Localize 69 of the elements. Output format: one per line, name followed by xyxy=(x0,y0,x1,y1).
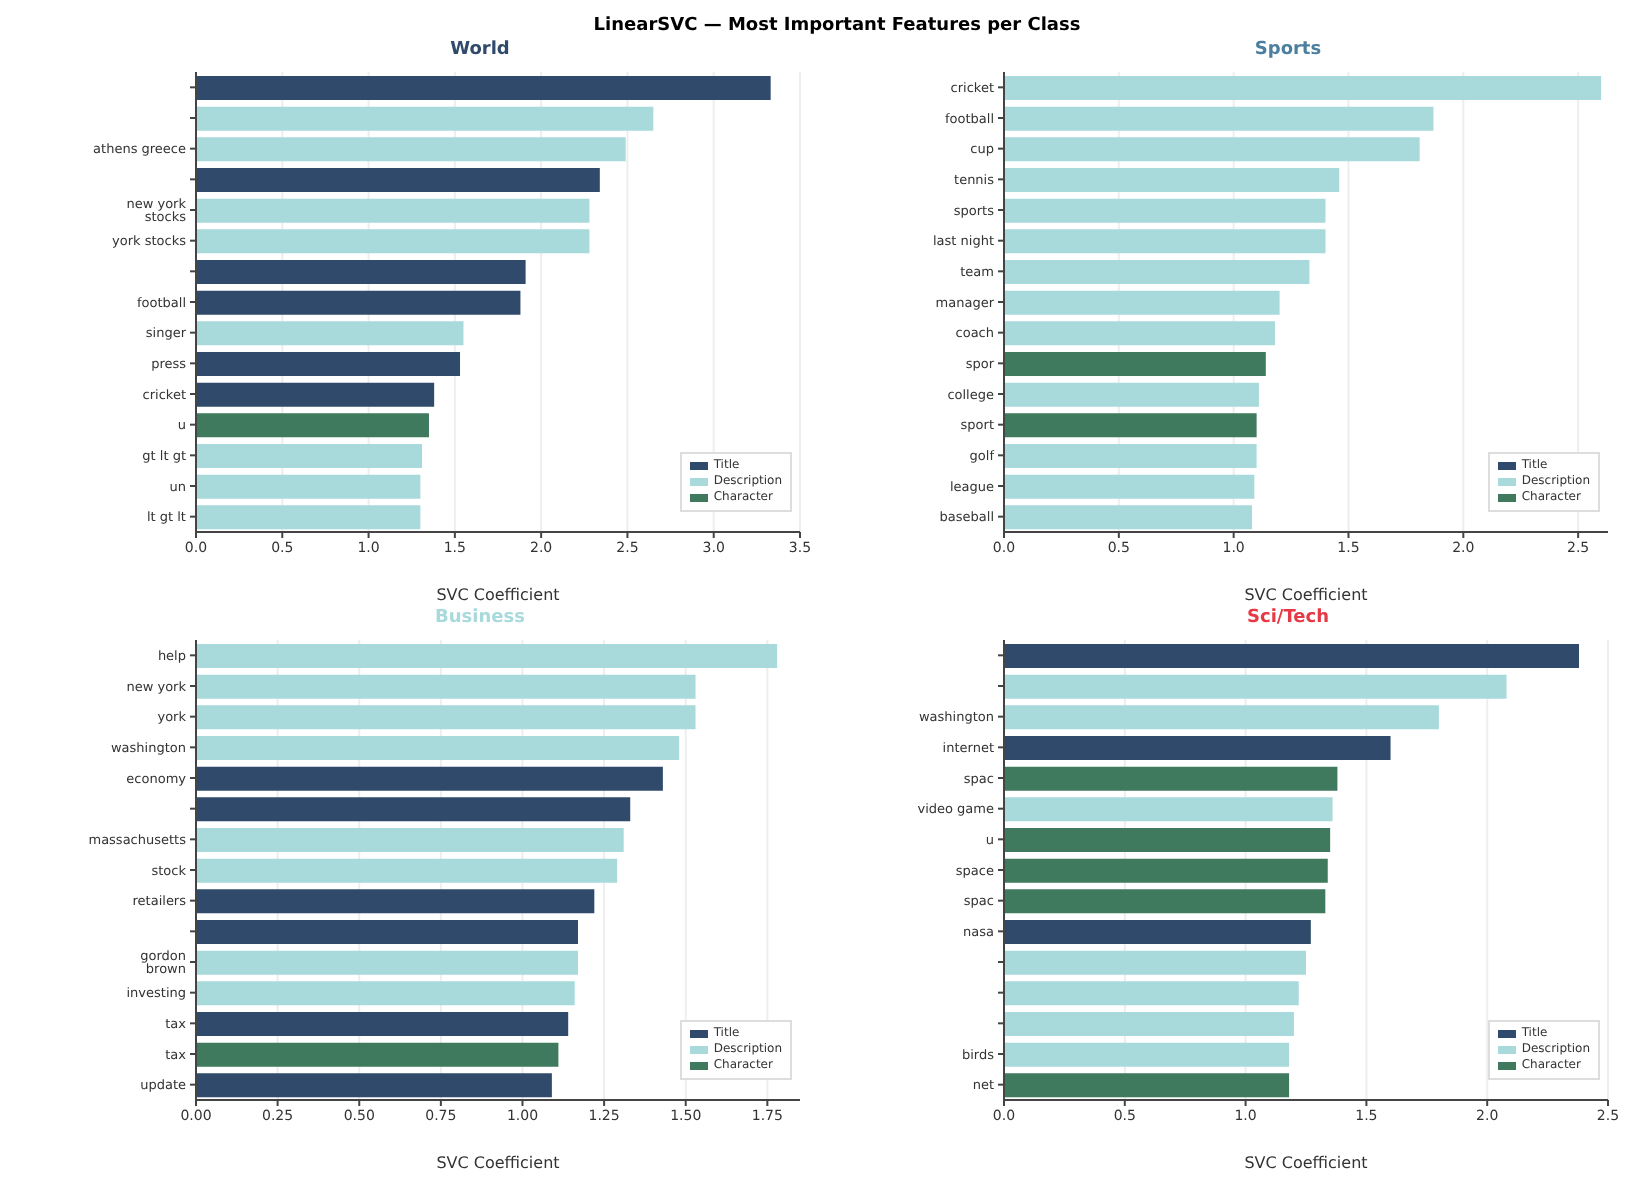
bar xyxy=(1004,382,1259,407)
bar xyxy=(196,106,654,131)
bar xyxy=(196,290,521,315)
bar xyxy=(196,1042,559,1067)
bar xyxy=(196,889,595,914)
bar xyxy=(1004,828,1331,852)
bar xyxy=(196,981,575,1006)
bar xyxy=(196,505,421,530)
bar xyxy=(196,1073,552,1098)
x-axis-title: SVC Coefficient xyxy=(436,1154,560,1172)
chart-title: Sports xyxy=(1252,40,1324,64)
bar xyxy=(196,260,526,284)
bar xyxy=(196,920,578,944)
bar xyxy=(196,474,421,499)
bar xyxy=(1004,920,1311,944)
bar xyxy=(196,168,600,192)
bar xyxy=(196,1012,569,1036)
bar xyxy=(1004,705,1439,730)
bar xyxy=(196,644,778,668)
bar xyxy=(1004,797,1333,822)
bar xyxy=(1004,644,1580,668)
bar xyxy=(1004,766,1338,791)
bar xyxy=(1004,858,1328,883)
bar xyxy=(196,198,590,223)
bar xyxy=(1004,137,1420,162)
bar xyxy=(196,321,464,346)
bar xyxy=(196,766,663,791)
bar xyxy=(1004,1073,1290,1098)
bar xyxy=(196,828,624,852)
bar xyxy=(196,229,590,254)
bar xyxy=(196,674,696,699)
bar xyxy=(1004,981,1299,1006)
bar xyxy=(1004,290,1280,315)
bar xyxy=(196,382,435,407)
bar xyxy=(1004,950,1306,975)
bar xyxy=(1004,889,1326,914)
bar xyxy=(1004,1042,1290,1067)
x-axis-title: SVC Coefficient xyxy=(1244,1154,1368,1172)
bar xyxy=(196,137,626,162)
bar xyxy=(1004,229,1326,254)
bar xyxy=(196,797,631,822)
bar xyxy=(1004,168,1340,192)
bar xyxy=(196,76,771,100)
bar xyxy=(196,413,429,438)
bar xyxy=(1004,444,1257,468)
text: LinearSVC — Most Important Features per Class xyxy=(591,16,1083,40)
bar xyxy=(1004,474,1255,499)
bar xyxy=(1004,106,1434,131)
chart-title: Business xyxy=(433,608,527,632)
x-axis-title: SVC Coefficient xyxy=(436,586,560,604)
bar xyxy=(1004,321,1275,346)
bar xyxy=(1004,352,1266,376)
bar xyxy=(1004,260,1310,284)
bar xyxy=(196,858,618,883)
bar xyxy=(1004,674,1507,699)
bar xyxy=(196,736,680,760)
bar xyxy=(1004,76,1602,100)
bar xyxy=(1004,413,1257,438)
chart-title: Sci/Tech xyxy=(1245,608,1331,632)
bar xyxy=(1004,198,1326,223)
bar xyxy=(196,705,696,730)
bar xyxy=(1004,736,1391,760)
chart-title: World xyxy=(448,40,512,64)
x-axis-title: SVC Coefficient xyxy=(1244,586,1368,604)
bar xyxy=(196,352,461,376)
bar xyxy=(196,950,578,975)
bar xyxy=(196,444,423,468)
bar xyxy=(1004,505,1253,530)
bar xyxy=(1004,1012,1294,1036)
